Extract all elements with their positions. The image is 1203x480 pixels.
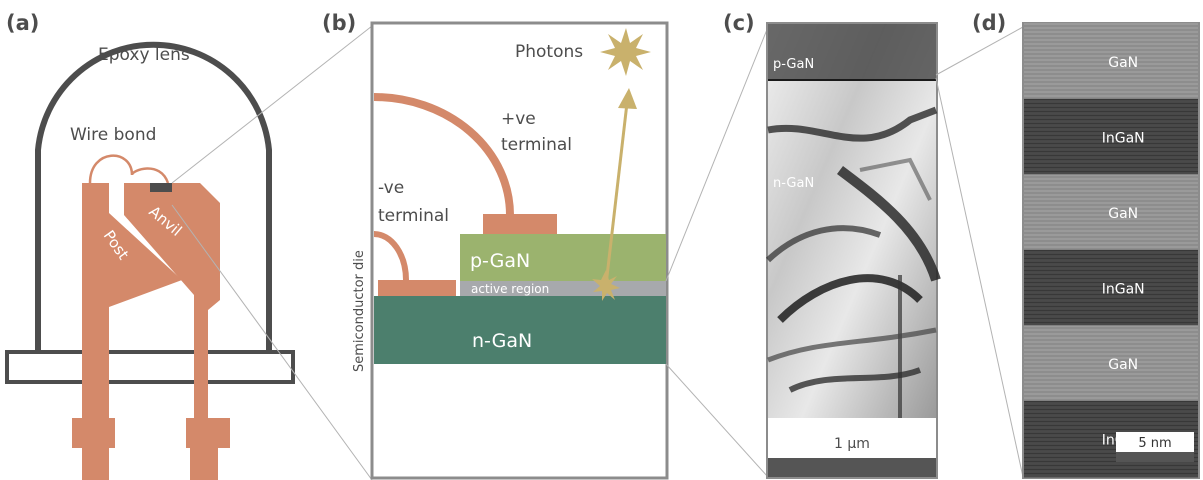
photon-star	[600, 28, 651, 76]
neg-terminal-label-1: -ve	[378, 178, 404, 198]
panel-a-label: (a)	[6, 11, 39, 35]
hrtem-layer-label: InGaN	[1102, 130, 1145, 146]
neg-contact-pad	[378, 280, 456, 296]
zoom-line-a-bottom	[171, 204, 373, 480]
zoom-line-b-top	[665, 26, 769, 282]
epoxy-lens-outline	[35, 41, 272, 353]
active-region-label: active region	[471, 282, 549, 296]
tem-scale-bar-label: 1 µm	[834, 436, 870, 452]
panel-d: (d) GaNInGaNGaNInGaNGaNInGaN 5 nm	[972, 11, 1200, 479]
hrtem-layer-label: GaN	[1108, 55, 1138, 71]
neg-terminal-wire	[373, 231, 409, 281]
hrtem-scale-bar	[1116, 452, 1194, 462]
panel-d-label: (d)	[972, 11, 1006, 35]
hrtem-layer-band	[1024, 175, 1198, 251]
tem-p-gan-label: p-GaN	[773, 57, 814, 72]
epoxy-lens-label: Epoxy lens	[98, 45, 190, 65]
hrtem-layer-band	[1024, 99, 1198, 176]
zoom-line-c-bottom	[935, 77, 1024, 478]
pos-terminal-label-2: terminal	[501, 135, 572, 155]
photon-arrow-shaft	[604, 102, 629, 286]
anvil-lead	[124, 183, 230, 480]
panel-c: (c) p-GaN n-GaN 1 µm	[723, 11, 1024, 479]
hrtem-layer-label: InGaN	[1102, 281, 1145, 297]
p-gan-layer	[460, 234, 666, 281]
n-gan-layer	[374, 296, 666, 364]
hrtem-layers: GaNInGaNGaNInGaNGaNInGaN	[1024, 23, 1198, 478]
tem-scale-bar	[768, 458, 936, 477]
panel-c-label: (c)	[723, 11, 755, 35]
wire-bond	[88, 154, 170, 184]
panel-b: (b) n-GaN active region p-GaN -ve termin…	[322, 11, 769, 480]
pos-terminal-wire	[373, 93, 514, 216]
hrtem-scale-bar-box	[1116, 432, 1194, 452]
hrtem-layer-band	[1024, 326, 1198, 402]
pos-terminal-label-1: +ve	[501, 109, 536, 129]
hrtem-layer-band	[1024, 250, 1198, 327]
hrtem-layer-label: GaN	[1108, 357, 1138, 373]
tem-micrograph	[765, 24, 941, 418]
tem-n-gan-label: n-GaN	[773, 176, 814, 191]
hrtem-scale-bar-label: 5 nm	[1138, 436, 1171, 451]
active-region-layer	[460, 281, 666, 296]
zoom-line-a-top	[171, 25, 373, 184]
hrtem-layer-label: GaN	[1108, 206, 1138, 222]
semiconductor-die-label: Semiconductor die	[352, 250, 367, 372]
hrtem-layer-band	[1024, 24, 1198, 100]
photon-arrow-head	[618, 88, 637, 109]
panel-a: (a) Epoxy lens Wire bond Post Anvil	[5, 11, 373, 480]
n-gan-label: n-GaN	[472, 330, 532, 352]
tem-scale-bar-area	[768, 418, 936, 458]
emission-star	[592, 270, 620, 301]
wire-bond-label: Wire bond	[70, 125, 156, 145]
neg-terminal-label-2: terminal	[378, 206, 449, 226]
zoom-line-c-top	[935, 26, 1024, 76]
post-lead	[72, 183, 182, 480]
photons-label: Photons	[515, 42, 583, 62]
zoom-line-b-bottom	[665, 363, 769, 478]
p-gan-label: p-GaN	[470, 250, 530, 272]
lens-base-rim	[5, 350, 295, 384]
led-die	[150, 183, 172, 192]
panel-b-label: (b)	[322, 11, 356, 35]
pos-contact-pad	[483, 214, 557, 234]
